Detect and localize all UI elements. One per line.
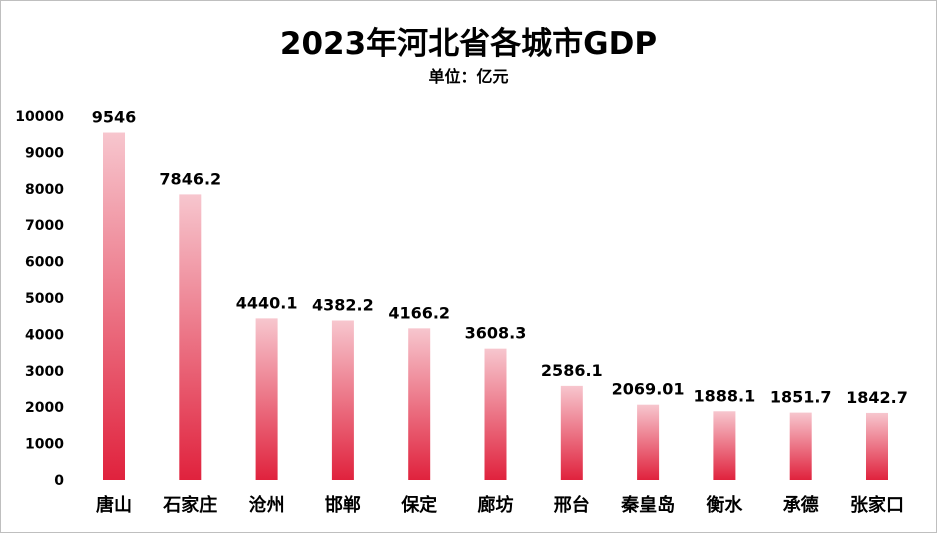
y-tick-label: 0 bbox=[54, 473, 64, 489]
y-tick-label: 5000 bbox=[25, 291, 64, 307]
x-category-label: 邯郸 bbox=[325, 494, 361, 516]
data-label: 1842.7 bbox=[846, 388, 908, 407]
bar-0 bbox=[103, 132, 125, 480]
y-axis-ticks: 0 1000 2000 3000 4000 5000 6000 7000 8000 9000 100… bbox=[15, 109, 64, 489]
data-label: 1888.1 bbox=[694, 386, 756, 405]
x-category-label: 邢台 bbox=[554, 494, 590, 516]
chart-title: 2023年河北省各城市GDP bbox=[279, 26, 658, 62]
bar-6 bbox=[560, 385, 583, 480]
bar-9 bbox=[789, 412, 812, 480]
x-category-label: 保定 bbox=[400, 494, 437, 516]
chart-subtitle: 单位：亿元 bbox=[428, 67, 509, 86]
x-category-label: 廊坊 bbox=[478, 494, 514, 516]
data-label: 3608.3 bbox=[465, 324, 527, 343]
y-tick-label: 3000 bbox=[25, 364, 64, 380]
x-category-label: 张家口 bbox=[850, 494, 904, 516]
x-category-label: 唐山 bbox=[96, 494, 132, 516]
bar-1 bbox=[179, 194, 202, 480]
x-category-label: 沧州 bbox=[249, 494, 285, 516]
y-tick-label: 10000 bbox=[15, 109, 64, 125]
x-category-label: 承德 bbox=[783, 494, 819, 516]
data-label: 4382.2 bbox=[312, 295, 374, 314]
bar-10 bbox=[866, 412, 888, 480]
y-tick-label: 6000 bbox=[25, 255, 64, 271]
x-category-label: 石家庄 bbox=[162, 494, 217, 516]
x-category-label: 秦皇岛 bbox=[620, 494, 675, 516]
data-label: 4166.2 bbox=[388, 303, 450, 322]
x-axis-labels: 唐山 石家庄 沧州 邯郸 保定 廊坊 邢台 秦皇岛 衡水 承德 张家口 bbox=[96, 494, 904, 516]
data-label: 2069.01 bbox=[612, 380, 685, 399]
y-tick-label: 4000 bbox=[25, 327, 64, 343]
y-tick-label: 2000 bbox=[25, 400, 64, 416]
bar-4 bbox=[408, 328, 431, 480]
bar-7 bbox=[637, 404, 660, 480]
bar-8 bbox=[713, 411, 736, 480]
bar-3 bbox=[331, 320, 354, 480]
bar-2 bbox=[255, 318, 278, 480]
data-label: 1851.7 bbox=[770, 388, 832, 407]
y-tick-label: 9000 bbox=[25, 145, 64, 161]
data-label: 2586.1 bbox=[541, 361, 603, 380]
data-label: 9546 bbox=[92, 108, 137, 127]
x-category-label: 衡水 bbox=[706, 494, 743, 516]
data-label: 7846.2 bbox=[159, 169, 221, 188]
y-tick-label: 7000 bbox=[25, 218, 64, 234]
bar-5 bbox=[484, 348, 507, 480]
data-label: 4440.1 bbox=[236, 293, 298, 312]
y-tick-label: 1000 bbox=[25, 437, 64, 453]
y-tick-label: 8000 bbox=[25, 182, 64, 198]
bars bbox=[103, 132, 888, 480]
data-labels: 9546 7846.2 4440.1 4382.2 4166.2 3608.3 2586.1… bbox=[92, 108, 908, 407]
